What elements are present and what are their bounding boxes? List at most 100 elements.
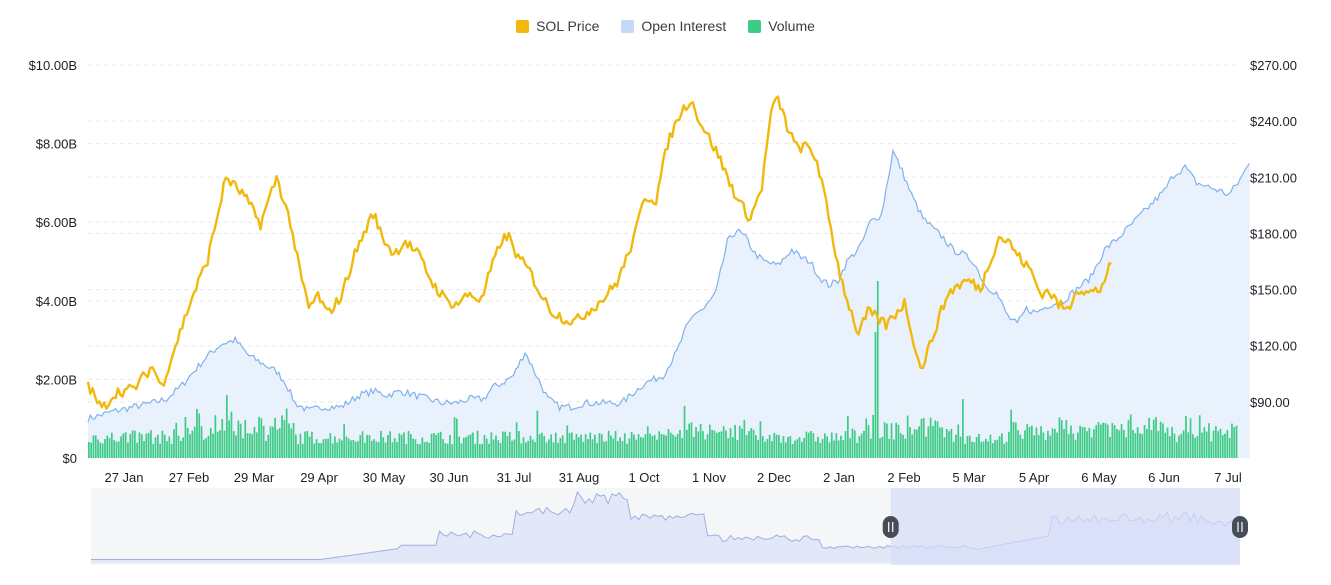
volume-bar <box>738 425 741 458</box>
volume-bar <box>610 435 612 458</box>
volume-bar <box>361 431 364 458</box>
volume-bar <box>308 436 311 458</box>
volume-bar <box>180 440 182 458</box>
legend-item-open-interest[interactable]: Open Interest <box>621 18 726 34</box>
volume-bar <box>515 422 518 458</box>
volume-bar <box>736 439 739 458</box>
navigator[interactable] <box>91 488 1248 565</box>
volume-bar <box>1127 420 1130 458</box>
volume-bar <box>545 442 548 458</box>
y-right-tick-label: $90.00 <box>1250 395 1290 410</box>
volume-bar <box>941 427 943 458</box>
volume-bar <box>278 428 281 458</box>
volume-bar <box>842 440 845 458</box>
volume-bar <box>226 395 228 458</box>
volume-bar <box>474 443 477 458</box>
volume-bar <box>1235 425 1238 458</box>
volume-bar <box>320 443 322 458</box>
volume-bar <box>991 443 994 458</box>
volume-bar <box>1102 422 1104 458</box>
volume-bar <box>380 430 382 458</box>
volume-bar <box>492 439 495 458</box>
volume-bar <box>1074 439 1077 458</box>
volume-bar <box>814 441 817 458</box>
volume-bar <box>621 441 624 458</box>
volume-bar <box>166 441 168 458</box>
volume-bar <box>849 438 851 458</box>
volume-bar <box>888 438 891 458</box>
volume-bar <box>207 435 210 458</box>
volume-bar <box>658 431 661 458</box>
sol-price-line <box>86 95 1112 410</box>
volume-bar <box>389 431 391 458</box>
legend-item-volume[interactable]: Volume <box>748 18 815 34</box>
volume-bar <box>858 436 861 458</box>
volume-bar <box>531 439 534 458</box>
volume-bar <box>1175 442 1178 458</box>
volume-bar <box>403 432 405 458</box>
volume-bar <box>414 439 417 458</box>
volume-bar <box>989 434 992 458</box>
volume-bar <box>929 417 932 458</box>
volume-bar <box>821 438 824 458</box>
volume-bar <box>755 435 757 458</box>
volume-bar <box>764 441 766 458</box>
volume-bar <box>481 443 483 458</box>
volume-bar <box>152 443 155 458</box>
volume-bar <box>780 442 782 458</box>
volume-bar <box>1148 418 1150 458</box>
volume-bar <box>520 443 523 458</box>
volume-bar <box>407 431 410 458</box>
y-right-tick-label: $180.00 <box>1250 226 1297 241</box>
volume-bar <box>290 428 293 458</box>
x-tick-label: 30 May <box>363 470 406 485</box>
volume-bar <box>725 430 727 458</box>
navigator-handle-left[interactable] <box>882 516 899 538</box>
volume-bar <box>444 443 447 458</box>
volume-bar <box>759 421 762 458</box>
volume-bar <box>550 434 552 458</box>
volume-bar <box>865 418 868 458</box>
volume-bar <box>193 426 196 458</box>
volume-bar <box>1224 433 1226 458</box>
volume-bar <box>396 442 398 458</box>
volume-bar <box>630 431 633 458</box>
volume-bar <box>796 439 799 458</box>
volume-bar <box>129 434 132 458</box>
volume-bar <box>720 431 723 458</box>
volume-bar <box>722 426 725 458</box>
volume-bar <box>499 443 502 458</box>
x-tick-label: 6 Jun <box>1148 470 1180 485</box>
volume-bar <box>837 440 840 458</box>
legend-label-price: SOL Price <box>536 18 600 34</box>
volume-bar <box>242 438 244 458</box>
y-right-tick-label: $150.00 <box>1250 283 1297 298</box>
y-left-tick-label: $10.00B <box>29 58 77 73</box>
volume-bar <box>1111 423 1114 458</box>
volume-bar <box>191 430 194 458</box>
volume-bar <box>828 442 831 458</box>
volume-bar <box>1077 432 1079 458</box>
volume-bar <box>575 433 578 458</box>
volume-bar <box>244 420 247 458</box>
volume-bar <box>778 435 780 458</box>
legend-swatch-oi <box>621 19 635 33</box>
navigator-handle-right[interactable] <box>1232 516 1248 538</box>
y-left-tick-label: $4.00B <box>36 294 77 309</box>
volume-bar <box>932 426 934 458</box>
volume-bar <box>1228 438 1231 458</box>
volume-bar <box>1086 431 1088 458</box>
volume-bar <box>382 437 385 458</box>
handle-grip <box>1232 516 1248 538</box>
volume-bar <box>1157 430 1160 458</box>
volume-bar <box>1173 433 1176 458</box>
volume-bar <box>435 435 437 458</box>
volume-bar <box>743 420 746 458</box>
legend-item-sol-price[interactable]: SOL Price <box>516 18 599 34</box>
handle-grip <box>882 516 899 538</box>
volume-bar <box>508 431 511 458</box>
volume-bar <box>964 443 966 458</box>
volume-bar <box>281 415 283 458</box>
volume-bar <box>368 435 371 458</box>
volume-bar <box>423 442 426 458</box>
